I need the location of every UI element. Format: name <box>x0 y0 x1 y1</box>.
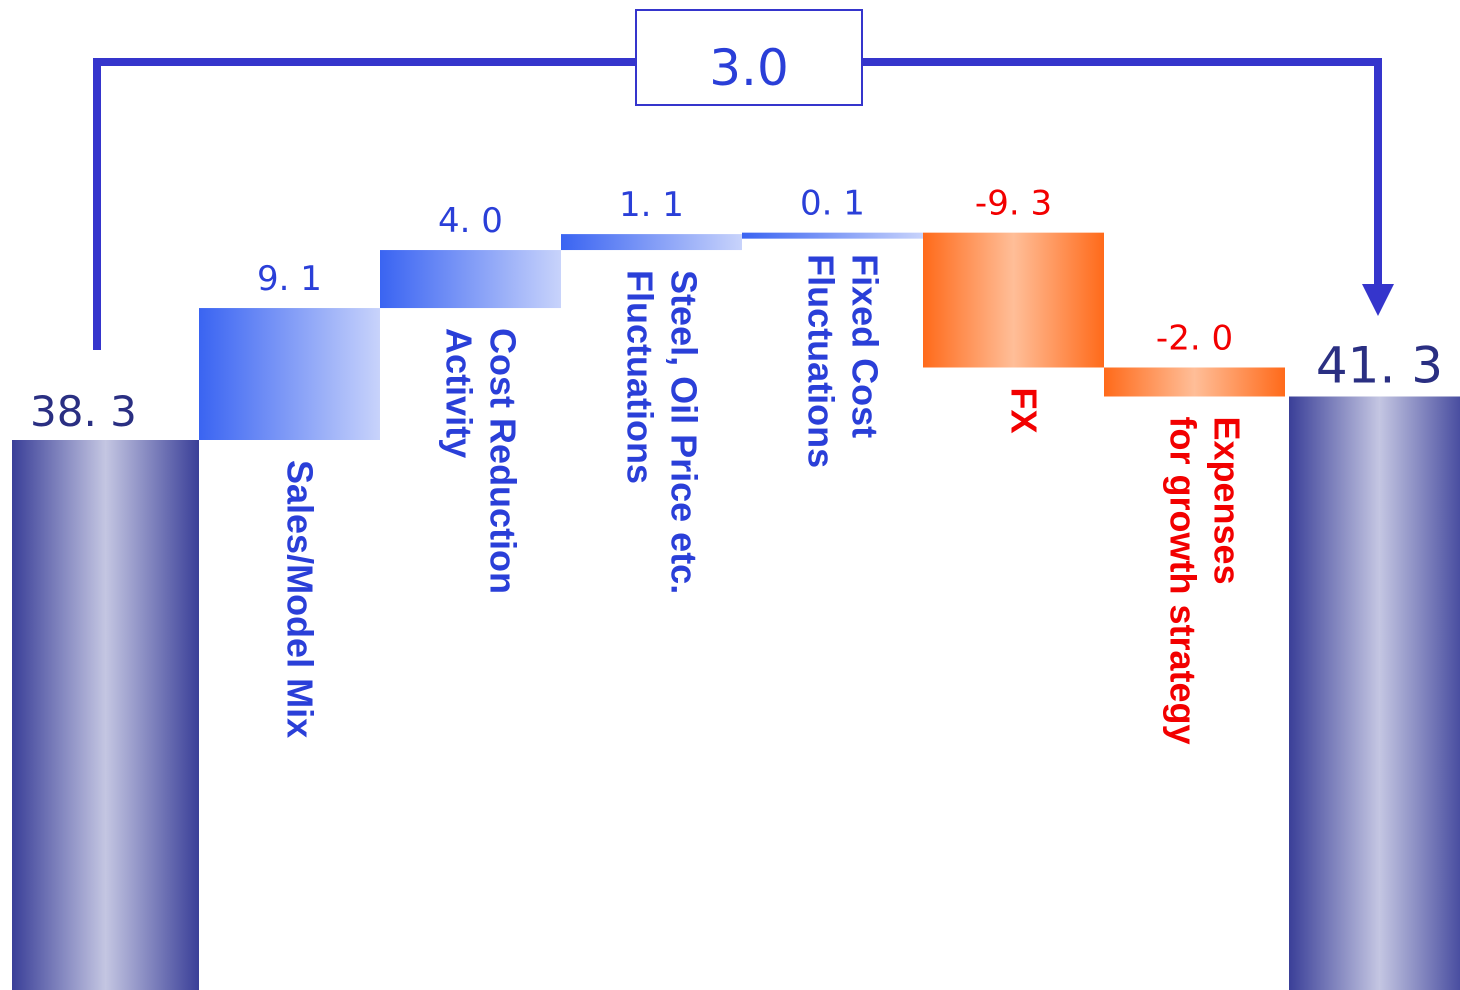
category-line: Activity <box>439 328 480 458</box>
label-step-3: 1. 1 <box>619 185 684 225</box>
label-step-4: 0. 1 <box>800 184 865 224</box>
category-line: Sales/Model Mix <box>280 460 321 738</box>
label-step-1: 9. 1 <box>257 259 322 299</box>
category-line: FX <box>1004 388 1045 434</box>
label-step-5: -9. 3 <box>975 184 1052 224</box>
bar-step-6 <box>1104 367 1285 397</box>
bars <box>12 232 1460 990</box>
label-step-2: 4. 0 <box>438 201 503 241</box>
category-step-3: Steel, Oil Price etc.Fluctuations <box>620 270 705 594</box>
category-line: Fluctuations <box>620 270 661 484</box>
bar-step-2 <box>380 250 561 309</box>
category-line: Fixed Cost <box>845 254 886 438</box>
bar-step-5 <box>923 232 1104 368</box>
label-end-total: 41. 3 <box>1316 337 1443 395</box>
bar-step-3 <box>561 234 742 251</box>
category-step-1: Sales/Model Mix <box>280 460 321 738</box>
bar-step-1 <box>199 308 380 440</box>
arrow-down-icon <box>1362 284 1394 316</box>
category-line: Steel, Oil Price etc. <box>664 270 705 594</box>
category-line: Fluctuations <box>801 254 842 468</box>
label-total-change: 3.0 <box>709 39 789 97</box>
category-line: for growth strategy <box>1163 417 1204 745</box>
bar-end-total <box>1289 396 1460 990</box>
label-start-total: 38. 3 <box>30 387 137 436</box>
bar-start-total <box>12 440 199 990</box>
label-step-6: -2. 0 <box>1156 319 1233 359</box>
value-labels: 38. 3 9. 1 4. 0 1. 1 0. 1 -9. 3 -2. 0 41. 3 <box>30 184 1443 436</box>
total-change-connector: 3.0 <box>93 9 1394 350</box>
bar-step-4 <box>742 232 923 239</box>
total-change-box <box>635 9 863 106</box>
category-line: Expenses <box>1207 417 1248 585</box>
category-line: Cost Reduction <box>483 328 524 594</box>
category-step-5: FX <box>1004 388 1045 434</box>
